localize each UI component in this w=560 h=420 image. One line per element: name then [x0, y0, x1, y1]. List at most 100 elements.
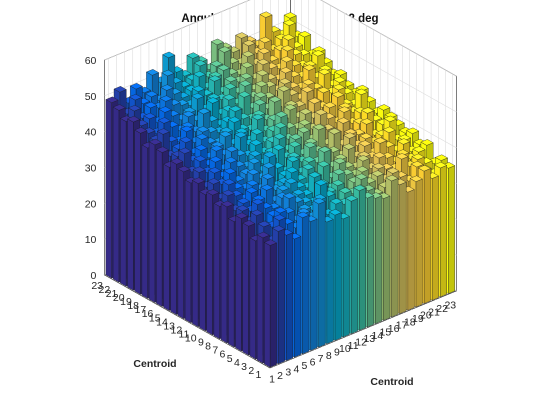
bar-face-top — [235, 32, 248, 39]
bar-face-top — [284, 100, 298, 107]
bar-face-top — [105, 96, 119, 103]
bar-face-top — [331, 91, 345, 98]
bar-face-top — [256, 58, 270, 66]
y-tick-label: 18 — [127, 300, 139, 312]
bar-face-front — [294, 236, 302, 358]
bar-face-top — [222, 94, 236, 101]
x-tick-label: 1 — [269, 373, 275, 385]
x-tick-label: 6 — [310, 357, 316, 369]
y-tick-label: 6 — [220, 349, 226, 361]
bar-face-top — [297, 126, 311, 134]
bar-group — [105, 11, 455, 368]
bar-face-top — [210, 60, 223, 67]
bar-face-top — [112, 104, 126, 111]
bar-face-top — [342, 143, 356, 150]
bar-face-top — [318, 68, 331, 75]
bar-face-front — [326, 219, 334, 344]
bar-face-top — [250, 209, 264, 216]
x-axis-label: Centroid — [370, 376, 413, 388]
bar-face-top — [238, 91, 251, 98]
bar-face-top — [210, 145, 223, 152]
bar-face-top — [183, 107, 196, 114]
y-tick-label: 1 — [256, 369, 262, 381]
bar-face-top — [398, 134, 411, 141]
y-tick-label: 17 — [135, 304, 147, 316]
z-tick-label: 0 — [91, 270, 97, 282]
bar-face-side — [256, 234, 264, 364]
bar-face-top — [411, 153, 425, 160]
bar-face-top — [355, 173, 368, 180]
bar-face-top — [332, 84, 346, 91]
bar-face-top — [338, 187, 352, 194]
bar-face-top — [385, 174, 399, 182]
bar-face-top — [195, 133, 209, 140]
bar-face-top — [157, 128, 170, 135]
y-tick-label: 22 — [99, 284, 111, 296]
bar-face-side — [141, 144, 148, 299]
y-tick-label: 23 — [91, 280, 103, 292]
bar-face-top — [278, 78, 292, 85]
y-tick-label: 5 — [227, 353, 233, 365]
bar-face-top — [161, 69, 175, 77]
bar-face-top — [328, 128, 341, 135]
bar-face-top — [148, 138, 162, 146]
bar-face-top — [301, 163, 315, 170]
x-tick-label: 18 — [404, 316, 416, 328]
bar-face-top — [193, 60, 207, 67]
bar-face-top — [208, 167, 221, 174]
x-tick-label: 7 — [318, 353, 324, 365]
bar-face-top — [314, 109, 328, 116]
x-tick-label: 16 — [388, 323, 400, 335]
bar-face-top — [296, 211, 310, 218]
bar-face-top — [287, 152, 301, 159]
bar-face-top — [258, 36, 272, 44]
bar-face-top — [372, 162, 385, 170]
bar-face-front — [375, 195, 383, 324]
bar-face-top — [338, 102, 352, 109]
bar-face-side — [105, 99, 112, 279]
bar-face-side — [242, 222, 249, 356]
x-tick-label: 8 — [326, 350, 332, 362]
bar-face-front — [448, 165, 455, 294]
bar-face-top — [333, 76, 347, 83]
bar-face-top — [211, 141, 224, 148]
y-tick-label: 12 — [171, 324, 183, 336]
x-tick-label: 13 — [363, 333, 375, 345]
bar-face-top — [260, 184, 274, 191]
bar-face-top — [434, 161, 447, 169]
bar-face-top — [301, 86, 314, 93]
bar-face-top — [134, 127, 148, 134]
bar-face-top — [283, 12, 297, 19]
bar-face-side — [264, 242, 271, 368]
bar-face-top — [282, 34, 295, 41]
z-tick-label: 60 — [85, 55, 97, 67]
bar-face-front — [310, 218, 318, 351]
x-tick-label: 2 — [277, 370, 283, 382]
bar-face-top — [257, 220, 271, 228]
bar-face-top — [304, 137, 318, 145]
bar-face-top — [145, 90, 158, 98]
bar-face-top — [273, 214, 286, 221]
bar-face-top — [239, 72, 253, 80]
bar-face-top — [146, 69, 159, 76]
bar-face-front — [278, 228, 285, 365]
bar-face-top — [332, 168, 346, 175]
bar-face-top — [303, 60, 317, 67]
bar-face-top — [246, 179, 259, 187]
bar-face-top — [373, 137, 387, 144]
bar-face-top — [250, 128, 264, 135]
x-tick-label: 4 — [293, 363, 299, 375]
bar-face-top — [308, 171, 321, 178]
bar-face-top — [160, 84, 174, 91]
bar-face-top — [193, 166, 206, 173]
bar-face-top — [237, 197, 250, 204]
bar-face-top — [420, 139, 434, 146]
bar-face-top — [251, 198, 265, 205]
bar-face-top — [319, 64, 332, 72]
z-tick-label: 20 — [85, 198, 97, 210]
bar-face-top — [274, 111, 288, 118]
z-tick-label: 40 — [85, 127, 97, 139]
bar-face-top — [284, 177, 298, 185]
bar-face-top — [223, 167, 237, 175]
y-tick-label: 11 — [178, 329, 189, 341]
